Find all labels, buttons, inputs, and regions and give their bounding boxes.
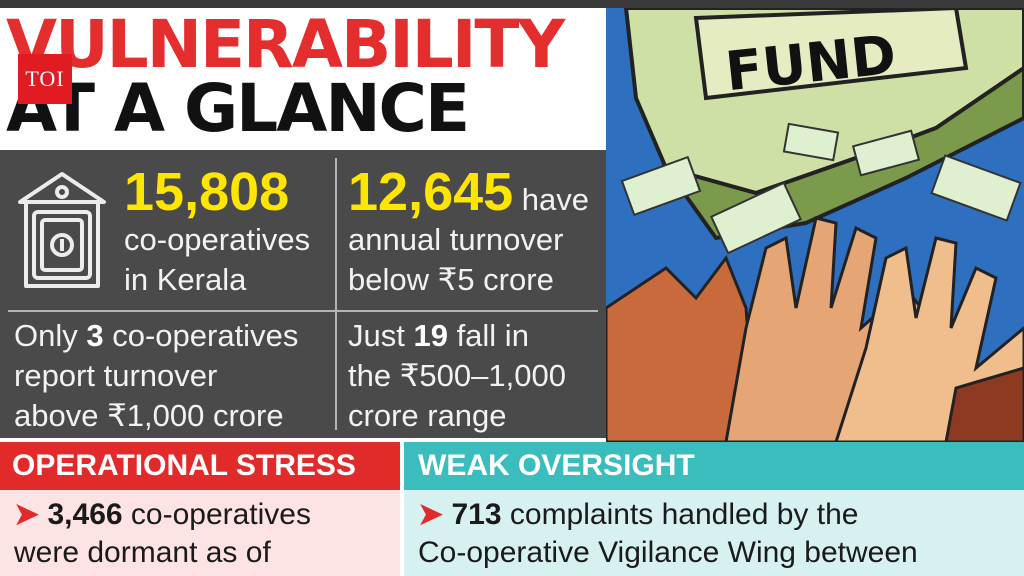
headline-line2: AT A GLANCE xyxy=(6,70,470,147)
stat-range-pre: Just xyxy=(348,318,414,353)
stat-range-number: 19 xyxy=(413,318,448,353)
stat-below: 12,645 have annual turnover below ₹5 cro… xyxy=(348,164,589,300)
headline-line1: VULNERABILITY xyxy=(6,6,565,83)
stat-below-number: 12,645 xyxy=(348,162,514,222)
stat-range-line3: crore range xyxy=(348,398,507,433)
stat-above-post: co-operatives xyxy=(103,318,299,353)
stat-above: Only 3 co-operatives report turnover abo… xyxy=(14,316,298,436)
toi-logo: TOI xyxy=(18,54,72,104)
headline: VULNERABILITY AT A GLANCE TOI xyxy=(6,12,606,142)
stat-above-number: 3 xyxy=(86,318,104,353)
operational-text1: co-operatives xyxy=(122,498,311,531)
stat-below-line2: below ₹5 crore xyxy=(348,262,554,297)
weak-oversight-text: ➤ 713 complaints handled by the Co-opera… xyxy=(418,496,918,572)
vertical-divider xyxy=(335,158,337,430)
stat-below-line1: annual turnover xyxy=(348,222,564,257)
stat-above-pre: Only xyxy=(14,318,87,353)
stats-panel: 15,808 co-operatives in Kerala 12,645 ha… xyxy=(0,150,606,438)
stat-range-post: fall in xyxy=(447,318,529,353)
operational-number: 3,466 xyxy=(47,498,123,531)
operational-text2: were dormant as of xyxy=(14,536,271,569)
stat-total-line2: in Kerala xyxy=(124,262,247,297)
operational-stress-body: ➤ 3,466 co-operatives were dormant as of xyxy=(0,490,400,576)
weak-oversight-body: ➤ 713 complaints handled by the Co-opera… xyxy=(404,490,1024,576)
stat-total-line1: co-operatives xyxy=(124,222,311,257)
oversight-text2: Co-operative Vigilance Wing between xyxy=(418,536,918,569)
stat-range: Just 19 fall in the ₹500–1,000 crore ran… xyxy=(348,316,566,436)
stat-above-line3: above ₹1,000 crore xyxy=(14,398,284,433)
operational-stress-heading: OPERATIONAL STRESS xyxy=(0,442,400,490)
oversight-number: 713 xyxy=(451,498,502,531)
arrow-icon: ➤ xyxy=(418,498,444,531)
oversight-text1: complaints handled by the xyxy=(501,498,859,531)
stat-range-line2: the ₹500–1,000 xyxy=(348,358,566,393)
stat-above-line2: report turnover xyxy=(14,358,218,393)
arrow-icon: ➤ xyxy=(14,498,40,531)
stat-total: 15,808 co-operatives in Kerala xyxy=(124,164,310,300)
weak-oversight-heading: WEAK OVERSIGHT xyxy=(404,442,1024,490)
fund-illustration: FUND xyxy=(606,8,1024,442)
stat-below-suffix: have xyxy=(521,182,590,217)
stat-total-number: 15,808 xyxy=(124,162,290,222)
top-bar xyxy=(0,0,1024,8)
bank-icon xyxy=(18,172,106,288)
horizontal-divider xyxy=(8,310,598,312)
operational-stress-text: ➤ 3,466 co-operatives were dormant as of xyxy=(14,496,311,572)
